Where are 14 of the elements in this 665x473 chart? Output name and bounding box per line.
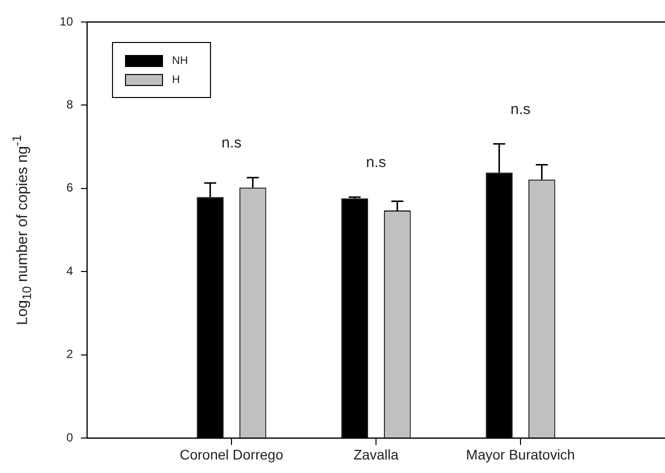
annotation: n.s: [221, 134, 242, 152]
y-tick-label: 0: [66, 430, 74, 444]
y-tick-label: 8: [66, 98, 74, 112]
y-tick-label: 2: [66, 347, 74, 362]
annotation: n.s: [366, 154, 386, 172]
x-tick-label: Zavalla: [353, 446, 399, 462]
y-tick-label: 4: [66, 264, 74, 278]
y-tick-label: 6: [66, 180, 74, 195]
x-tick-label: Coronel Dorrego: [180, 446, 284, 462]
x-tick-label: Mayor Buratovich: [466, 446, 575, 462]
annotation: n.s: [510, 100, 531, 118]
legend-label: H: [172, 74, 180, 86]
legend-label: NH: [172, 54, 188, 66]
y-tick-label: 10: [60, 14, 74, 28]
